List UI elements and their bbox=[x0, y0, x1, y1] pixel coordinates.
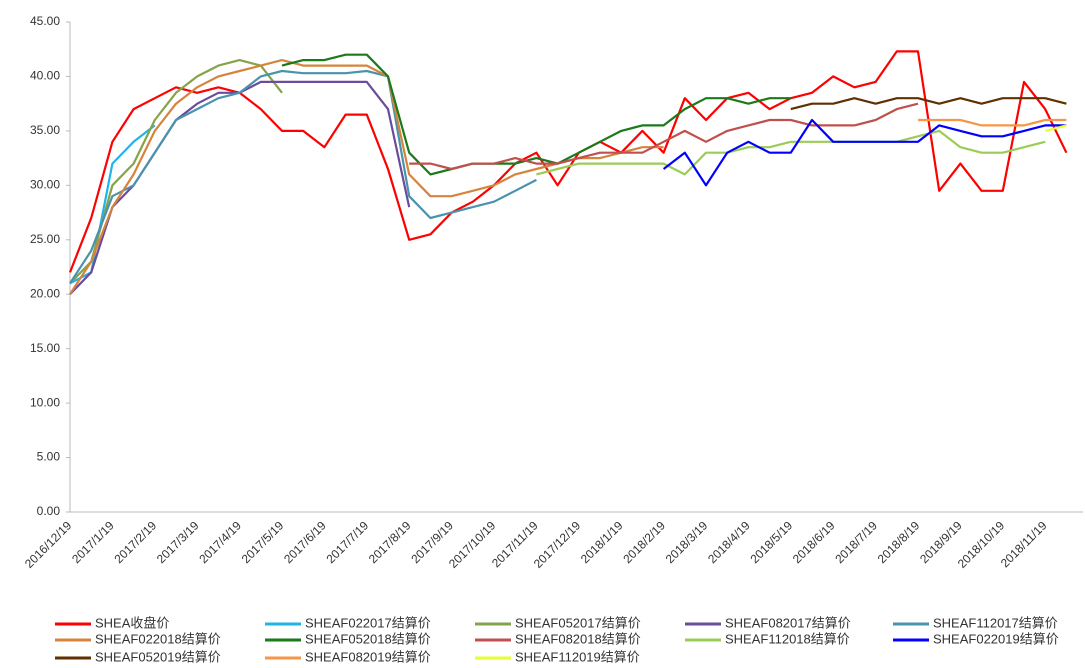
series-line bbox=[1044, 124, 1067, 132]
x-tick-label: 2018/1/19 bbox=[578, 518, 626, 566]
x-tick-label: 2018/7/19 bbox=[832, 518, 880, 566]
legend-label: SHEAF022018结算价 bbox=[95, 631, 221, 646]
x-tick-label: 2016/12/19 bbox=[22, 518, 75, 571]
y-tick-label: 30.00 bbox=[30, 178, 60, 192]
series-line bbox=[409, 102, 919, 171]
legend-label: SHEAF112019结算价 bbox=[515, 649, 640, 664]
x-tick-label: 2018/6/19 bbox=[790, 518, 838, 566]
y-tick-label: 40.00 bbox=[30, 69, 60, 83]
y-tick-label: 45.00 bbox=[30, 14, 60, 28]
x-tick-label: 2017/12/19 bbox=[531, 518, 584, 571]
y-tick-label: 5.00 bbox=[37, 450, 61, 464]
legend-label: SHEAF112018结算价 bbox=[725, 631, 850, 646]
x-tick-label: 2018/5/19 bbox=[748, 518, 796, 566]
series-line bbox=[69, 69, 537, 284]
x-tick-label: 2017/4/19 bbox=[196, 518, 244, 566]
x-tick-label: 2018/3/19 bbox=[663, 518, 711, 566]
x-tick-label: 2017/5/19 bbox=[239, 518, 287, 566]
legend-label: SHEAF112017结算价 bbox=[933, 615, 1058, 630]
y-tick-label: 15.00 bbox=[30, 341, 60, 355]
series-line bbox=[790, 97, 1067, 111]
series-line bbox=[69, 59, 283, 285]
y-tick-label: 25.00 bbox=[30, 232, 60, 246]
x-tick-label: 2017/1/19 bbox=[69, 518, 117, 566]
x-tick-label: 2018/4/19 bbox=[705, 518, 753, 566]
legend-label: SHEAF052019结算价 bbox=[95, 649, 221, 664]
legend-label: SHEAF082018结算价 bbox=[515, 631, 641, 646]
y-tick-label: 0.00 bbox=[37, 504, 61, 518]
y-tick-label: 20.00 bbox=[30, 286, 60, 300]
x-tick-label: 2017/6/19 bbox=[281, 518, 329, 566]
series-line bbox=[918, 118, 1067, 127]
legend-label: SHEAF082017结算价 bbox=[725, 615, 851, 630]
legend-label: SHEAF052018结算价 bbox=[305, 631, 431, 646]
x-tick-label: 2018/2/19 bbox=[620, 518, 668, 566]
legend-label: SHEAF022019结算价 bbox=[933, 631, 1059, 646]
x-tick-label: 2018/8/19 bbox=[875, 518, 923, 566]
y-tick-label: 35.00 bbox=[30, 123, 60, 137]
series-line bbox=[69, 124, 156, 285]
legend-label: SHEAF082019结算价 bbox=[305, 649, 431, 664]
x-tick-label: 2018/11/19 bbox=[998, 518, 1050, 570]
series-line bbox=[281, 53, 791, 176]
series-line bbox=[536, 129, 1046, 176]
legend-label: SHEAF052017结算价 bbox=[515, 615, 641, 630]
series-line bbox=[662, 118, 1067, 187]
x-tick-label: 2017/8/19 bbox=[366, 518, 414, 566]
x-tick-label: 2017/2/19 bbox=[112, 518, 160, 566]
x-tick-label: 2017/7/19 bbox=[324, 518, 372, 566]
legend-label: SHEA收盘价 bbox=[95, 615, 169, 630]
y-tick-label: 10.00 bbox=[30, 395, 60, 409]
legend-label: SHEAF022017结算价 bbox=[305, 615, 431, 630]
x-tick-label: 2017/3/19 bbox=[154, 518, 202, 566]
